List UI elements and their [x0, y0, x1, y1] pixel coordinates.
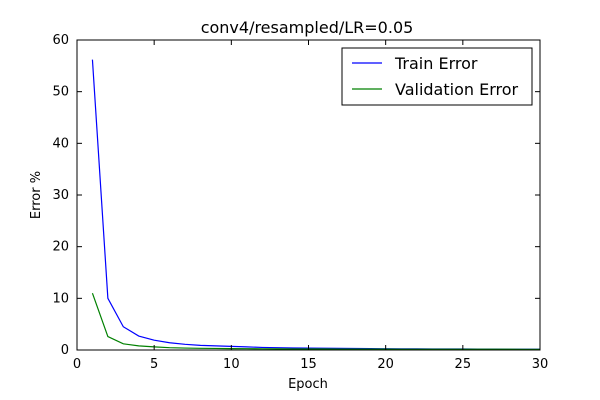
y-tick-label: 50: [52, 85, 69, 100]
y-axis-label: Error %: [29, 171, 44, 219]
chart-title: conv4/resampled/LR=0.05: [201, 18, 414, 37]
legend: Train Error Validation Error: [341, 47, 533, 106]
y-axis: 0 10 20 30 40 50 60: [52, 33, 540, 358]
plot-area: [91, 59, 540, 350]
x-tick-label: 20: [377, 357, 394, 372]
legend-label-validation-error: Validation Error: [395, 80, 519, 99]
x-tick-label: 25: [455, 357, 472, 372]
legend-box: [341, 47, 533, 106]
x-tick-label: 30: [532, 357, 549, 372]
series-line-validation-error: [91, 292, 540, 350]
y-tick-label: 0: [61, 343, 69, 358]
legend-label-train-error: Train Error: [394, 54, 478, 73]
y-tick-label: 10: [52, 291, 69, 306]
y-tick-label: 60: [52, 33, 69, 48]
x-tick-label: 10: [223, 357, 240, 372]
x-tick-label: 0: [73, 357, 81, 372]
x-axis: 0 5 10 15 20 25 30: [73, 40, 548, 372]
x-axis-label: Epoch: [288, 377, 328, 392]
y-tick-label: 40: [52, 136, 69, 151]
x-tick-label: 5: [150, 357, 158, 372]
y-tick-label: 30: [52, 188, 69, 203]
x-tick-label: 15: [300, 357, 317, 372]
y-tick-label: 20: [52, 240, 69, 255]
